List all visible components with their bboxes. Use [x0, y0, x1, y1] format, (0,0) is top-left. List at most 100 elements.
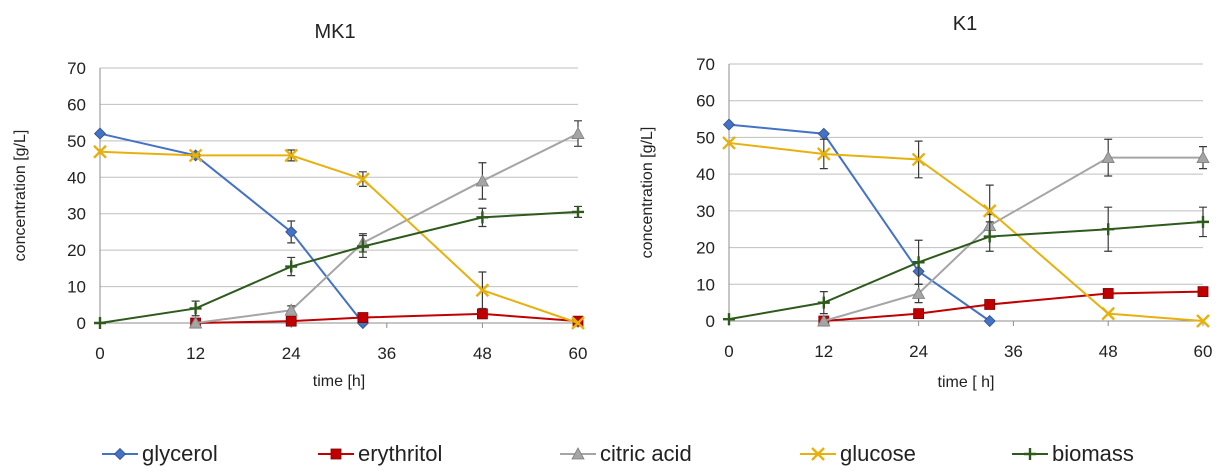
x-axis-label: time [ h] [938, 374, 995, 391]
series-line [99, 210, 579, 324]
x-tick-label: 0 [95, 344, 104, 363]
y-tick-label: 40 [696, 165, 715, 184]
data-point [571, 126, 585, 139]
data-point [475, 174, 490, 187]
data-point [188, 148, 203, 163]
data-point [475, 283, 490, 298]
y-tick-label: 70 [67, 59, 86, 78]
data-point [94, 317, 106, 329]
x-tick-label: 48 [1099, 342, 1118, 361]
data-point [284, 303, 298, 316]
chart-title: K1 [953, 13, 977, 35]
data-point [912, 256, 925, 269]
x-tick-label: 60 [1194, 342, 1213, 361]
data-point [357, 312, 369, 323]
data-point [911, 152, 926, 167]
y-tick-label: 50 [67, 132, 86, 151]
y-tick-label: 10 [67, 278, 86, 297]
x-tick-label: 48 [473, 344, 492, 363]
y-tick-label: 60 [696, 92, 715, 111]
series-citric-acid [188, 120, 585, 329]
series-line [728, 220, 1204, 321]
data-point [913, 308, 924, 320]
y-tick-label: 20 [696, 239, 715, 258]
series-glucose [722, 136, 1210, 328]
legend: glycerol erythritol citric acid glucose biom… [102, 441, 1134, 466]
legend-label: biomass [1052, 441, 1134, 466]
legend-label: glycerol [142, 441, 218, 466]
data-point [572, 205, 584, 218]
data-point [285, 260, 298, 273]
y-tick-label: 0 [706, 312, 715, 331]
legend-marker [811, 447, 825, 461]
chart-title: MK1 [314, 21, 355, 43]
data-point [285, 225, 298, 238]
y-axis-label: concentration [g/L] [12, 130, 29, 262]
data-point [476, 211, 489, 224]
data-point [1101, 150, 1115, 164]
x-tick-label: 24 [282, 344, 301, 363]
data-point [817, 314, 831, 327]
data-point [911, 286, 926, 299]
series-glycerol [93, 127, 369, 330]
y-tick-label: 30 [696, 202, 715, 221]
data-point [722, 118, 736, 131]
data-point [1101, 306, 1116, 321]
series-biomass [723, 206, 1209, 326]
data-point [571, 316, 585, 330]
legend-marker [330, 448, 342, 460]
y-tick-label: 10 [696, 275, 715, 294]
data-point [284, 148, 299, 163]
legend-item-biomass: biomass [1012, 441, 1134, 466]
data-point [189, 302, 202, 315]
legend-item-citric-acid: citric acid [560, 441, 692, 466]
data-point [1196, 150, 1210, 164]
legend-label: glucose [840, 441, 916, 466]
x-tick-label: 60 [569, 344, 588, 363]
data-point [1197, 215, 1209, 228]
legend-item-erythritol: erythritol [318, 441, 442, 466]
series-line [728, 123, 991, 322]
data-point [93, 144, 107, 159]
data-point [722, 136, 736, 150]
data-point [356, 240, 369, 253]
series-line [195, 132, 579, 324]
y-tick-label: 60 [67, 95, 86, 114]
x-tick-label: 24 [909, 342, 928, 361]
x-tick-label: 36 [1004, 342, 1023, 361]
data-point [984, 299, 996, 310]
x-tick-label: 12 [186, 344, 205, 363]
series-line [99, 132, 364, 324]
y-tick-label: 40 [67, 168, 86, 187]
data-point [188, 316, 203, 329]
y-tick-label: 30 [67, 205, 86, 224]
x-tick-label: 12 [814, 342, 833, 361]
data-point [93, 127, 107, 140]
y-axis-label: concentration [g/L] [639, 127, 656, 259]
data-point [982, 204, 997, 218]
legend-item-glycerol: glycerol [102, 441, 218, 466]
data-point [356, 172, 370, 186]
legend-marker [1024, 448, 1036, 460]
data-point [476, 308, 488, 320]
chart-k1: 0 10 20 30 40 50 60 70 0 12 24 36 48 60 K1 time [ h] con… [639, 13, 1212, 391]
series-glycerol [722, 118, 996, 328]
series-line [823, 156, 1203, 322]
series-line [728, 141, 1204, 322]
series-glucose [93, 144, 585, 330]
legend-label: citric acid [600, 441, 692, 466]
x-axis-label: time [h] [313, 373, 365, 390]
data-point [816, 147, 831, 161]
series-biomass [94, 205, 584, 329]
data-point [817, 296, 830, 309]
legend-label: erythritol [358, 441, 442, 466]
data-point [1197, 286, 1209, 298]
data-point [1102, 288, 1114, 299]
data-point [285, 315, 297, 327]
data-point [1196, 314, 1210, 328]
chart-mk1: 0 10 20 30 40 50 60 70 0 12 24 36 48 60 MK1 time [h] con… [12, 21, 587, 390]
data-point [983, 230, 996, 243]
data-point [983, 314, 996, 328]
y-tick-label: 20 [67, 241, 86, 260]
series-line [99, 150, 579, 324]
